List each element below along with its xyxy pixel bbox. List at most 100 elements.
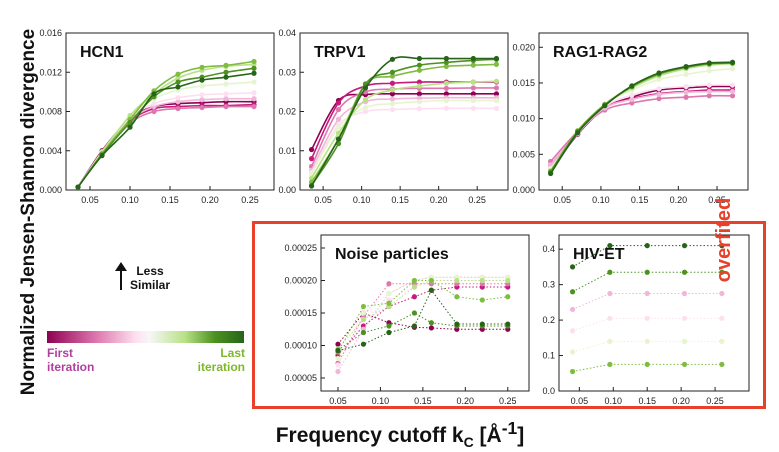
data-point	[335, 124, 342, 130]
data-point	[175, 99, 181, 105]
x-tick-label: 0.25	[499, 396, 517, 406]
data-point	[470, 97, 476, 104]
data-point	[629, 100, 635, 106]
series-line	[572, 245, 722, 268]
chart-noise: 0.05 0.10 0.15 0.20 0.25 0.00005 0.00010 0.0001…	[284, 234, 530, 406]
data-point	[389, 91, 396, 97]
series-line	[337, 280, 508, 353]
last-iteration-text: iteration	[197, 360, 245, 374]
data-point	[479, 297, 485, 303]
data-point	[505, 294, 511, 300]
data-point	[644, 269, 650, 275]
data-point	[360, 310, 367, 316]
data-point	[681, 315, 688, 321]
data-point	[683, 63, 689, 70]
data-point	[719, 269, 725, 275]
x-tick-label: 0.15	[414, 396, 432, 406]
data-point	[607, 338, 613, 344]
data-point	[569, 349, 576, 355]
x-tick-label: 0.15	[638, 396, 656, 406]
data-point	[683, 83, 689, 90]
data-point	[386, 329, 392, 336]
data-point	[428, 325, 434, 331]
data-point	[386, 300, 392, 306]
data-point	[416, 67, 423, 73]
data-point	[411, 277, 417, 284]
data-point	[569, 264, 576, 270]
data-point	[199, 77, 205, 83]
x-tick-label: 0.20	[672, 396, 690, 406]
x-tick-label: 0.20	[201, 195, 219, 205]
data-point	[251, 70, 257, 76]
x-tick-label: 0.05	[553, 195, 571, 205]
data-point	[127, 124, 133, 130]
data-point	[493, 85, 500, 91]
y-tick-label: 0.03	[278, 67, 296, 77]
data-point	[308, 146, 315, 153]
y-tick-label: 0.00010	[284, 341, 317, 351]
first-iteration-label: First iteration	[47, 346, 94, 374]
data-point	[223, 103, 229, 110]
data-point	[223, 91, 229, 97]
data-point	[389, 87, 396, 93]
y-tick-label: 0.004	[39, 146, 62, 156]
data-point	[199, 92, 205, 98]
data-point	[607, 269, 613, 275]
x-axis-label: Frequency cutoff kC [Å-1]	[200, 418, 600, 450]
data-point	[386, 281, 392, 287]
data-point	[362, 108, 369, 115]
data-point	[251, 90, 257, 96]
plot-area-hcn1	[65, 32, 275, 191]
overfit-label: overfited	[713, 197, 735, 283]
x-axis-label-unit: [Å	[473, 424, 502, 447]
chart-rag: 0.05 0.10 0.15 0.20 0.25 0.000 0.005 0.010 0.015…	[512, 32, 749, 205]
data-point	[308, 156, 315, 162]
y-tick-label: 0.00015	[284, 308, 317, 318]
plot-area-hiv	[558, 234, 750, 392]
data-point	[454, 277, 460, 284]
y-tick-label: 0.00020	[284, 276, 317, 286]
up-arrow-shaft	[120, 268, 122, 290]
data-point	[416, 91, 423, 97]
y-tick-label: 0.000	[512, 185, 535, 195]
x-tick-label: 0.15	[161, 195, 179, 205]
data-point	[607, 243, 613, 249]
data-point	[656, 70, 662, 76]
y-tick-label: 0.01	[278, 146, 296, 156]
y-tick-label: 0.008	[39, 107, 62, 117]
chart-title: RAG1-RAG2	[553, 44, 647, 61]
data-point	[389, 96, 396, 102]
data-point	[416, 106, 423, 112]
data-point	[470, 91, 476, 97]
data-point	[602, 103, 608, 109]
y-tick-label: 0.04	[278, 28, 296, 38]
data-point	[729, 59, 736, 65]
data-point	[644, 315, 650, 321]
data-point	[443, 105, 449, 111]
less-label: Less	[136, 264, 164, 278]
data-point	[360, 316, 367, 323]
data-point	[607, 315, 613, 321]
data-point	[644, 290, 650, 297]
data-point	[199, 64, 205, 70]
chart-hcn1: 0.05 0.10 0.15 0.20 0.25 0.000 0.004 0.008 0.012…	[39, 28, 275, 205]
data-point	[99, 153, 105, 159]
data-point	[470, 105, 476, 111]
data-point	[360, 329, 367, 336]
data-point	[575, 130, 581, 136]
data-point	[629, 92, 635, 98]
data-point	[443, 59, 449, 66]
x-tick-label: 0.10	[592, 195, 610, 205]
data-point	[729, 93, 736, 99]
data-point	[389, 101, 396, 107]
first-label: First	[47, 346, 74, 360]
y-tick-label: 0.02	[278, 107, 296, 117]
x-tick-label: 0.10	[605, 396, 623, 406]
data-point	[443, 97, 449, 104]
data-point	[505, 321, 511, 327]
y-tick-label: 0.2	[542, 315, 555, 325]
y-tick-label: 0.000	[39, 185, 62, 195]
data-point	[335, 100, 342, 106]
data-point	[729, 66, 736, 72]
